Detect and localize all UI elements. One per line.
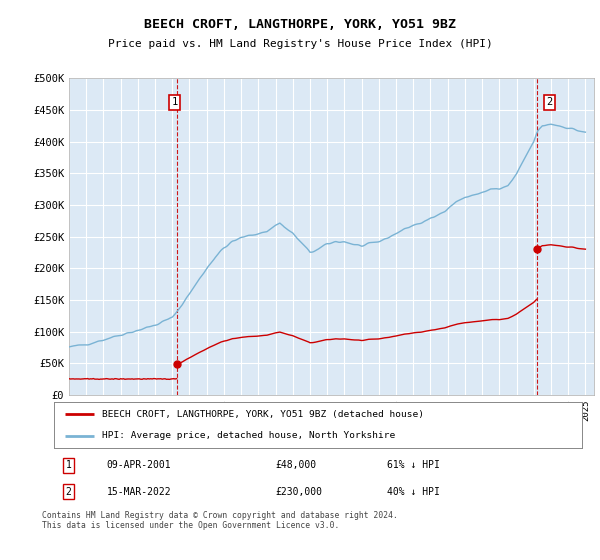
Text: 09-APR-2001: 09-APR-2001 bbox=[107, 460, 172, 470]
Text: 40% ↓ HPI: 40% ↓ HPI bbox=[386, 487, 440, 497]
Text: BEECH CROFT, LANGTHORPE, YORK, YO51 9BZ (detached house): BEECH CROFT, LANGTHORPE, YORK, YO51 9BZ … bbox=[101, 410, 424, 419]
Text: BEECH CROFT, LANGTHORPE, YORK, YO51 9BZ: BEECH CROFT, LANGTHORPE, YORK, YO51 9BZ bbox=[144, 18, 456, 31]
Text: £48,000: £48,000 bbox=[276, 460, 317, 470]
Text: 2: 2 bbox=[546, 97, 553, 108]
Text: £230,000: £230,000 bbox=[276, 487, 323, 497]
Text: 1: 1 bbox=[65, 460, 71, 470]
Text: Price paid vs. HM Land Registry's House Price Index (HPI): Price paid vs. HM Land Registry's House … bbox=[107, 39, 493, 49]
Text: 2: 2 bbox=[65, 487, 71, 497]
Text: HPI: Average price, detached house, North Yorkshire: HPI: Average price, detached house, Nort… bbox=[101, 431, 395, 440]
Text: Contains HM Land Registry data © Crown copyright and database right 2024.
This d: Contains HM Land Registry data © Crown c… bbox=[42, 511, 398, 530]
Text: 15-MAR-2022: 15-MAR-2022 bbox=[107, 487, 172, 497]
Text: 1: 1 bbox=[171, 97, 178, 108]
Text: 61% ↓ HPI: 61% ↓ HPI bbox=[386, 460, 440, 470]
